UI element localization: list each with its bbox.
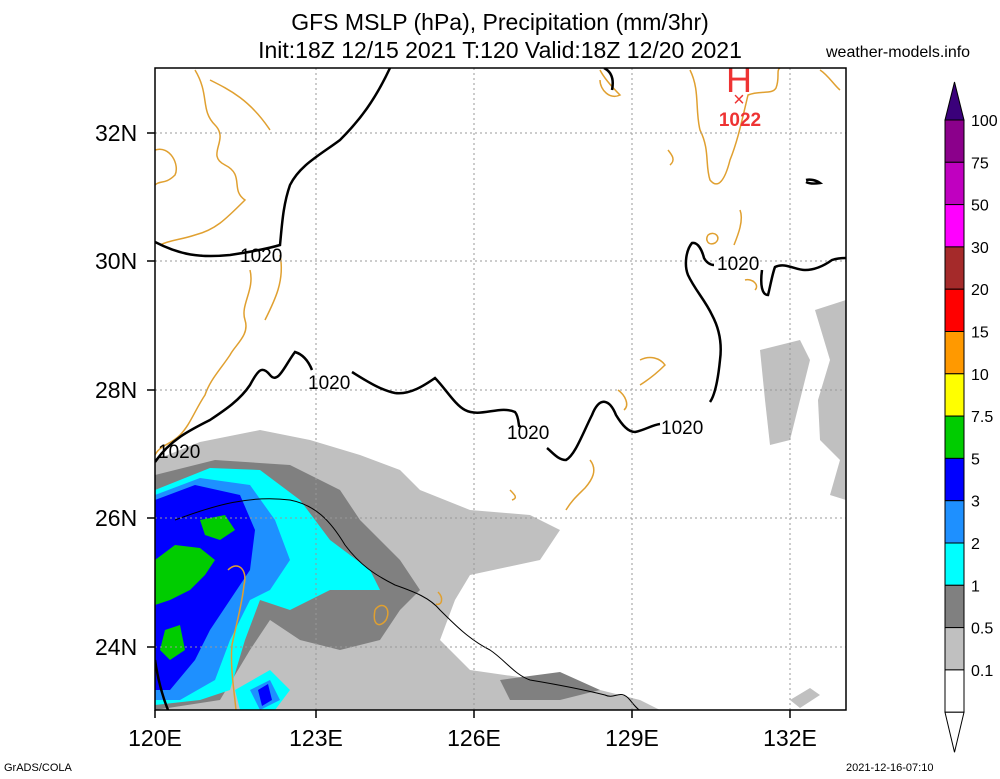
isobar-label: 1020 bbox=[661, 418, 703, 439]
lat-label: 24N bbox=[95, 634, 137, 660]
map-title-line1: GFS MSLP (hPa), Precipitation (mm/3hr) bbox=[291, 9, 709, 35]
lat-label: 28N bbox=[95, 377, 137, 403]
colorbar-label: 30 bbox=[971, 240, 989, 257]
map-area: 1020 1020 1020 1020 1020 1020 H × 1022 bbox=[155, 59, 846, 710]
colorbar-swatch bbox=[944, 627, 965, 671]
colorbar-label: 100 bbox=[971, 113, 998, 130]
footer-right: 2021-12-16-07:10 bbox=[846, 762, 934, 774]
colorbar-label: 5 bbox=[971, 451, 980, 468]
isobar-label: 1020 bbox=[240, 246, 282, 267]
colorbar-label: 10 bbox=[971, 367, 989, 384]
lon-label: 129E bbox=[605, 725, 659, 751]
colorbar-swatch bbox=[944, 204, 965, 248]
coastlines bbox=[155, 68, 841, 710]
isobars bbox=[155, 68, 846, 710]
colorbar-swatch bbox=[944, 415, 965, 459]
colorbar-swatch bbox=[944, 457, 965, 502]
colorbar-label: 0.1 bbox=[971, 663, 993, 680]
colorbar-label: 20 bbox=[971, 282, 989, 299]
colorbar-label: 75 bbox=[971, 155, 989, 172]
colorbar-swatch bbox=[944, 246, 965, 290]
high-pressure-symbol: H bbox=[726, 59, 752, 100]
colorbar-label: 0.5 bbox=[971, 621, 993, 638]
isobar-label: 1020 bbox=[717, 254, 759, 275]
colorbar-swatch bbox=[944, 669, 965, 713]
map-frame bbox=[154, 67, 847, 711]
isobar-label: 1020 bbox=[308, 373, 350, 394]
grid-lines bbox=[155, 68, 846, 710]
colorbar-swatch bbox=[944, 331, 965, 375]
colorbar-label: 2 bbox=[971, 536, 980, 553]
colorbar-label: 7.5 bbox=[971, 409, 993, 426]
lon-label: 132E bbox=[763, 725, 817, 751]
axis-ticks bbox=[147, 132, 791, 718]
colorbar-swatch bbox=[944, 119, 965, 163]
lat-label: 26N bbox=[95, 505, 137, 531]
colorbar-label: 1 bbox=[971, 578, 980, 595]
lat-label: 32N bbox=[95, 120, 137, 146]
colorbar-swatch bbox=[944, 373, 965, 417]
footer-left: GrADS/COLA bbox=[4, 762, 72, 774]
map-title-line2: Init:18Z 12/15 2021 T:120 Valid:18Z 12/2… bbox=[258, 37, 742, 63]
lon-label: 126E bbox=[447, 725, 501, 751]
reference-line bbox=[174, 498, 641, 710]
precip-dark-blue bbox=[155, 485, 272, 706]
site-label: weather-models.info bbox=[826, 44, 971, 61]
colorbar-swatch bbox=[944, 542, 965, 586]
colorbar-bottom-arrow bbox=[944, 711, 965, 753]
colorbar-swatch bbox=[944, 500, 965, 544]
colorbar-top-arrow bbox=[944, 81, 965, 121]
colorbar-label: 15 bbox=[971, 325, 989, 342]
high-pressure-marker: × bbox=[733, 89, 745, 111]
lat-label: 30N bbox=[95, 248, 137, 274]
colorbar-swatch bbox=[944, 288, 965, 333]
colorbar-label: 50 bbox=[971, 198, 989, 215]
colorbar-swatch bbox=[944, 161, 965, 206]
lon-label: 120E bbox=[128, 725, 182, 751]
precip-light-gray-east bbox=[760, 300, 846, 708]
colorbar-label: 3 bbox=[971, 494, 980, 511]
high-pressure-value: 1022 bbox=[719, 110, 761, 131]
lon-label: 123E bbox=[289, 725, 343, 751]
isobar-label: 1020 bbox=[158, 442, 200, 463]
precip-green bbox=[155, 515, 235, 660]
colorbar-swatch bbox=[944, 584, 965, 629]
colorbar: 100 75 50 30 20 15 10 7.5 5 3 2 1 0.5 0.1 bbox=[944, 81, 998, 753]
isobar-label: 1020 bbox=[507, 423, 549, 444]
